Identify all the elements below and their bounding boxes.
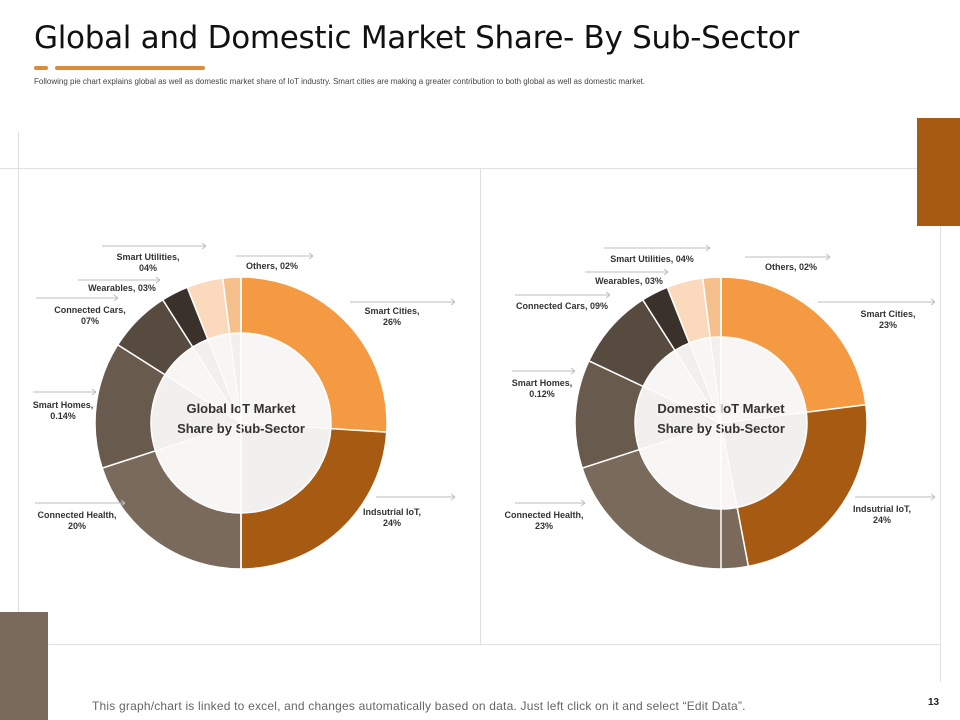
slice-label-connected-cars-line-1: Connected Cars, — [54, 305, 126, 315]
slice-label-others: Others, 02% — [765, 262, 817, 272]
label-arrowhead-connected-cars — [113, 294, 119, 302]
slice-label-indsutrial-iot-line-2: 24% — [873, 515, 891, 525]
panel-divider-left — [18, 132, 19, 612]
slice-smart-cities — [240, 276, 388, 433]
slice-label-smart-cities-line-1: Smart Cities, — [860, 309, 915, 319]
slice-label-smart-utilities-line-2: 04% — [139, 263, 157, 273]
label-arrowhead-smart-cities — [930, 298, 936, 306]
slice-label-indsutrial-iot-line-1: Indsutrial IoT, — [363, 507, 421, 517]
label-arrowhead-smart-utilities — [705, 244, 711, 252]
label-arrowhead-connected-health — [120, 499, 126, 507]
slice-label-smart-homes-line-2: 0.14% — [50, 411, 76, 421]
slice-label-smart-homes-line-2: 0.12% — [529, 389, 555, 399]
slice-label-connected-cars-line-2: 07% — [81, 316, 99, 326]
slice-label-smart-cities-line-1: Smart Cities, — [364, 306, 419, 316]
panel-divider-right — [940, 226, 941, 682]
slice-label-smart-utilities-line-1: Smart Utilities, — [116, 252, 179, 262]
label-arrowhead-indsutrial-iot — [450, 493, 456, 501]
page-subtitle: Following pie chart explains global as w… — [34, 77, 646, 86]
slice-label-connected-health-line-1: Connected Health, — [37, 510, 116, 520]
slice-label-connected-health-line-2: 20% — [68, 521, 86, 531]
decor-block-left — [0, 612, 48, 720]
slice-label-others: Others, 02% — [246, 261, 298, 271]
slice-label-indsutrial-iot-line-2: 24% — [383, 518, 401, 528]
label-arrowhead-others — [308, 252, 314, 260]
title-accent-long — [55, 66, 205, 70]
slice-label-smart-cities-line-2: 23% — [879, 320, 897, 330]
slice-indsutrial-iot — [736, 403, 868, 568]
slice-label-wearables: Wearables, 03% — [88, 283, 156, 293]
label-arrowhead-wearables — [663, 268, 669, 276]
label-arrowhead-connected-cars — [605, 291, 611, 299]
decor-block-right — [917, 118, 960, 226]
panel-divider-bottom — [48, 644, 941, 645]
label-arrowhead-wearables — [155, 276, 161, 284]
slice-label-indsutrial-iot-line-1: Indsutrial IoT, — [853, 504, 911, 514]
page-number: 13 — [928, 697, 940, 708]
label-arrowhead-indsutrial-iot — [930, 493, 936, 501]
panel-divider-middle — [480, 168, 481, 644]
label-arrowhead-smart-homes — [91, 388, 97, 396]
label-arrowhead-others — [825, 253, 831, 261]
slice-label-wearables: Wearables, 03% — [595, 276, 663, 286]
slice-label-connected-health-line-2: 23% — [535, 521, 553, 531]
label-arrowhead-connected-health — [580, 499, 586, 507]
slice-label-smart-utilities: Smart Utilities, 04% — [610, 254, 694, 264]
title-accent-short — [34, 66, 48, 70]
slice-label-connected-health-line-1: Connected Health, — [504, 510, 583, 520]
slice-label-smart-cities-line-2: 26% — [383, 317, 401, 327]
slice-label-smart-homes-line-1: Smart Homes, — [33, 400, 94, 410]
slice-label-connected-cars: Connected Cars, 09% — [516, 301, 608, 311]
label-arrowhead-smart-cities — [450, 298, 456, 306]
label-arrowhead-smart-utilities — [201, 242, 207, 250]
page-title: Global and Domestic Market Share- By Sub… — [34, 20, 799, 56]
slice-label-smart-homes-line-1: Smart Homes, — [512, 378, 573, 388]
label-arrowhead-smart-homes — [570, 367, 576, 375]
footer-note: This graph/chart is linked to excel, and… — [92, 699, 746, 713]
